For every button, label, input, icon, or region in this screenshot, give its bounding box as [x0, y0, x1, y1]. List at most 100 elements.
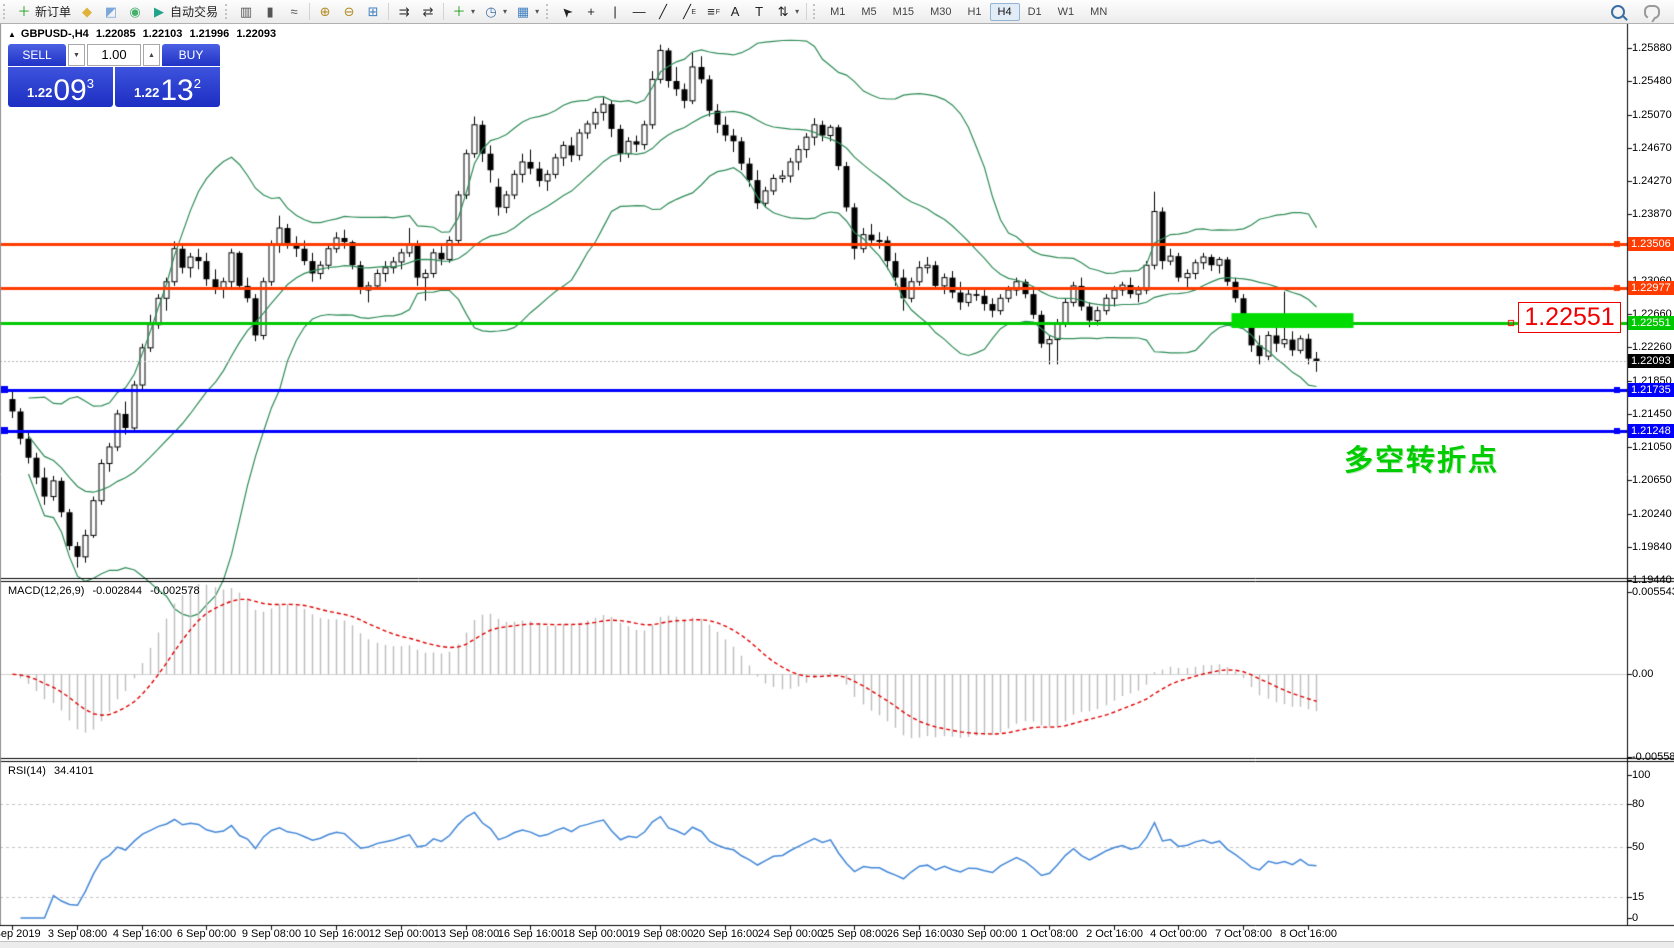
candlestick-icon: ▮	[266, 3, 274, 19]
rsi-indicator-label: RSI(14) 34.4101	[8, 765, 99, 777]
price-axis-tick: 1.25480	[1632, 75, 1672, 87]
line-chart-button[interactable]: ≈	[282, 3, 306, 21]
autotrading-button[interactable]: ▶ 自动交易	[147, 2, 222, 21]
macd-signal-value: -0.002578	[150, 585, 200, 597]
lot-decrease-button[interactable]: ▼	[68, 44, 85, 66]
price-level-chip: 1.22977	[1628, 280, 1674, 295]
chart-shift-button[interactable]: ⇄	[416, 3, 440, 21]
timeframe-mn-button[interactable]: MN	[1090, 5, 1108, 18]
auto-scroll-icon: ⇉	[398, 3, 410, 19]
chevron-down-icon: ▾	[471, 7, 476, 16]
templates-button[interactable]: ▦ ▾	[511, 3, 543, 21]
time-axis-label: 26 Sep 16:00	[886, 928, 953, 940]
vps-button[interactable]: ◩	[99, 3, 123, 21]
timeframe-h1-button[interactable]: H1	[967, 5, 982, 18]
timeframe-m1-button[interactable]: M1	[830, 5, 846, 18]
time-axis-label: 18 Sep 00:00	[562, 928, 629, 940]
macd-indicator-label: MACD(12,26,9) -0.002844 -0.002578	[8, 585, 205, 597]
turning-point-note: 多空转折点	[1344, 445, 1500, 477]
timeframe-h4-button[interactable]: H4	[989, 2, 1020, 21]
trendline-icon: ╱	[659, 3, 667, 19]
time-axis-label: 1 Oct 08:00	[1021, 928, 1078, 940]
horizontal-line-icon: —	[632, 3, 646, 19]
candlestick-chart-button[interactable]: ▮	[258, 3, 282, 21]
time-axis-label: 7 Oct 08:00	[1215, 928, 1272, 940]
text-button[interactable]: A	[723, 3, 747, 21]
signals-icon: ◉	[129, 3, 141, 19]
toolbar-grip	[225, 4, 230, 19]
sell-price-sup: 3	[86, 76, 94, 91]
signals-button[interactable]: ◉	[123, 3, 147, 21]
time-axis-label: 24 Sep 00:00	[757, 928, 824, 940]
time-axis-label: 12 Sep 00:00	[368, 928, 435, 940]
time-axis-label: 4 Oct 00:00	[1150, 928, 1207, 940]
price-level-chip: 1.23506	[1628, 237, 1674, 252]
toolbar-separator	[806, 3, 808, 20]
cursor-button[interactable]: ➤	[555, 3, 579, 21]
chart-canvas[interactable]	[0, 24, 1674, 941]
buy-price-sup: 2	[193, 76, 201, 91]
zoom-in-icon: ⊕	[319, 3, 331, 19]
timeframe-m5-button[interactable]: M5	[861, 5, 877, 18]
fibonacci-button[interactable]: ≡ F	[699, 3, 723, 21]
vps-icon: ◩	[104, 3, 118, 19]
price-axis-tick: 1.23870	[1632, 208, 1672, 220]
timeframe-w1-button[interactable]: W1	[1057, 5, 1075, 18]
autotrading-label: 自动交易	[170, 5, 219, 19]
timeframe-m15-button[interactable]: M15	[892, 5, 915, 18]
chevron-down-icon: ▾	[503, 7, 508, 16]
rsi-axis-tick: 0	[1632, 912, 1639, 924]
search-button[interactable]	[1606, 3, 1630, 21]
ohlc-open: 1.22085	[95, 28, 136, 40]
lot-increase-button[interactable]: ▲	[143, 44, 160, 66]
time-axis-label: 8 Oct 16:00	[1280, 928, 1337, 940]
crosshair-button[interactable]: +	[579, 3, 603, 21]
zoom-out-button[interactable]: ⊖	[337, 3, 361, 21]
buy-button[interactable]: BUY	[162, 44, 220, 66]
sell-price-tile[interactable]: 1.22 09 3	[8, 67, 113, 107]
timeframe-m30-button[interactable]: M30	[930, 5, 952, 18]
text-icon: A	[730, 3, 740, 19]
chevron-down-icon: ▾	[535, 7, 540, 16]
price-axis-tick: 1.20240	[1632, 507, 1672, 520]
indicators-button[interactable]: ＋ ▾	[447, 3, 479, 21]
price-axis-tick: 1.19840	[1632, 540, 1672, 553]
symbol-ohlc-header: ▲ GBPUSD-,H4 1.22085 1.22103 1.21996 1.22…	[8, 28, 280, 40]
equidistant-channel-button[interactable]: ╱ E	[675, 3, 699, 21]
metaeditor-button[interactable]: ◆	[75, 3, 99, 21]
sell-button[interactable]: SELL	[8, 44, 66, 66]
arrows-button[interactable]: ⇅ ▾	[771, 3, 803, 21]
search-icon	[1610, 4, 1626, 20]
toolbar-separator	[443, 3, 445, 20]
time-axis-label: 25 Sep 08:00	[821, 928, 888, 940]
trade-panel-collapse-icon[interactable]: ▲	[8, 30, 16, 39]
horizontal-line-button[interactable]: —	[627, 3, 651, 21]
ohlc-high: 1.22103	[142, 28, 183, 40]
zoom-in-button[interactable]: ⊕	[313, 3, 337, 21]
auto-scroll-button[interactable]: ⇉	[392, 3, 416, 21]
price-axis-tick: 1.21050	[1632, 440, 1672, 453]
time-axis-label: 2 Sep 2019	[0, 928, 41, 940]
timeframe-d1-button[interactable]: D1	[1027, 5, 1042, 18]
periods-icon: ◷	[485, 3, 497, 19]
new-order-button[interactable]: ＋ 新订单	[12, 2, 75, 21]
toolbar-grip	[3, 4, 8, 19]
rsi-axis-tick: 80	[1632, 797, 1645, 810]
toolbar-grip	[546, 4, 551, 19]
buy-price-tile[interactable]: 1.22 13 2	[115, 67, 220, 107]
bar-chart-button[interactable]: ▥	[234, 3, 258, 21]
templates-icon: ▦	[516, 3, 530, 19]
vertical-line-button[interactable]: |	[603, 3, 627, 21]
periods-button[interactable]: ◷ ▾	[479, 3, 511, 21]
lot-size-input[interactable]: 1.00	[87, 44, 141, 66]
tile-windows-button[interactable]: ⊞	[361, 3, 385, 21]
price-level-chip: 1.21248	[1628, 423, 1674, 438]
trendline-button[interactable]: ╱	[651, 3, 675, 21]
time-axis-label: 19 Sep 08:00	[627, 928, 694, 940]
text-label-icon: T	[755, 3, 764, 19]
zoom-out-icon: ⊖	[343, 3, 355, 19]
price-axis-tick: 1.20650	[1632, 474, 1672, 487]
macd-main-value: -0.002844	[92, 585, 143, 597]
text-label-button[interactable]: T	[747, 3, 771, 21]
chat-button[interactable]	[1640, 3, 1664, 21]
